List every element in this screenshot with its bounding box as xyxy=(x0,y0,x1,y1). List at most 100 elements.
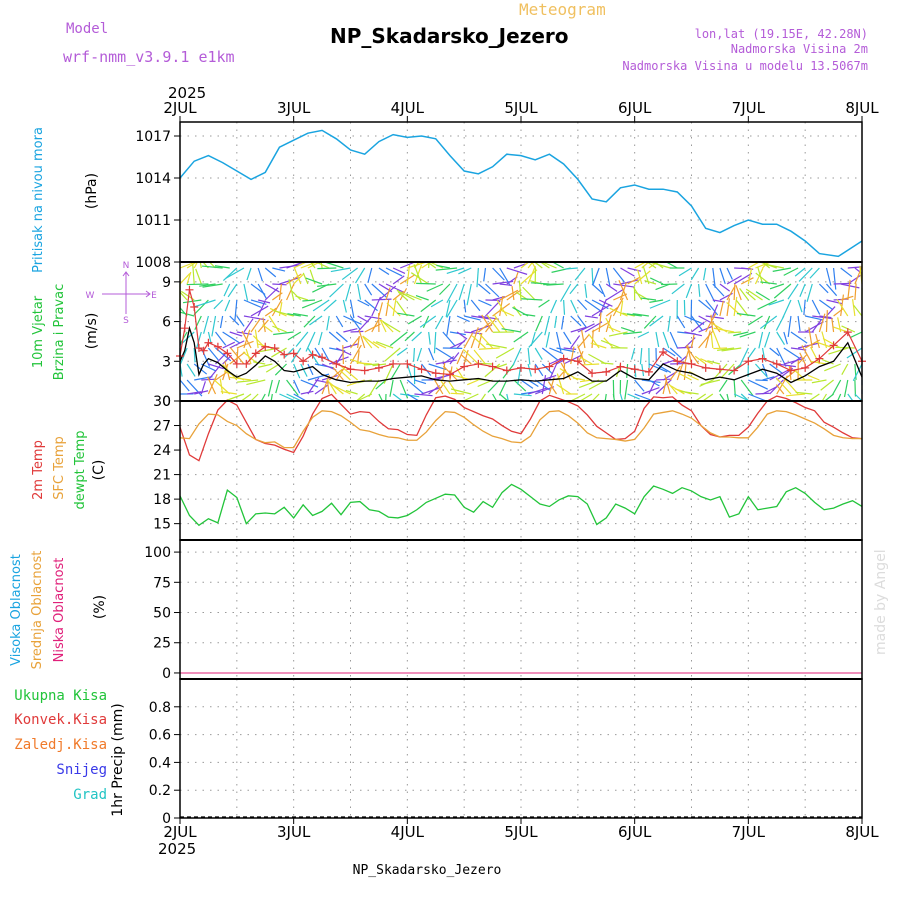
wind-gust-marker xyxy=(474,359,483,368)
temp-ytick-label: 21 xyxy=(153,468,171,484)
wind-arrow xyxy=(570,335,581,349)
wind-arrow xyxy=(225,267,245,279)
wind-arrow xyxy=(560,362,572,381)
wind-arrow xyxy=(758,331,764,349)
wind-gust-marker xyxy=(299,357,308,366)
wind-arrow xyxy=(309,315,323,326)
wind-arrow xyxy=(222,341,236,349)
wind-arrow xyxy=(808,327,813,349)
wind-arrow xyxy=(669,347,683,359)
wind-arrow xyxy=(805,315,824,321)
wind-gust-marker xyxy=(270,344,279,353)
wind-arrow xyxy=(710,333,714,349)
wind-arrow xyxy=(698,299,711,311)
wind-arrow xyxy=(620,267,635,277)
wind-arrow xyxy=(199,283,216,287)
wind-gust-marker xyxy=(843,328,852,337)
wind-arrow xyxy=(243,283,249,301)
wind-arrow xyxy=(501,328,522,333)
wind-arrow xyxy=(186,271,192,285)
wind-arrow xyxy=(785,393,806,397)
wind-arrow xyxy=(641,363,645,377)
wind-arrow xyxy=(396,347,408,356)
wind-arrow xyxy=(810,360,827,365)
wind-arrow xyxy=(307,363,314,376)
wind-arrow xyxy=(426,283,444,292)
wind-arrow xyxy=(430,299,444,308)
wind-arrow xyxy=(812,315,833,320)
wind-arrow xyxy=(362,335,373,349)
wind-arrow xyxy=(570,315,582,327)
wind-arrow xyxy=(661,283,678,286)
wind-arrow xyxy=(623,331,642,335)
wind-arrow xyxy=(362,335,380,349)
wind-arrow xyxy=(300,390,314,395)
wind-arrow xyxy=(512,347,522,366)
wind-arrow xyxy=(757,266,764,285)
wind-arrow xyxy=(773,283,792,299)
wind-arrow xyxy=(639,347,643,365)
wind-arrow xyxy=(705,330,711,349)
wind-arrow xyxy=(406,379,424,395)
wind-arrow xyxy=(605,288,624,301)
wind-arrow xyxy=(569,283,579,295)
wind-arrow xyxy=(520,269,538,285)
wind-arrow xyxy=(379,319,387,333)
wind-arrow xyxy=(498,379,508,396)
wind-arrow xyxy=(768,299,785,306)
wind-arrow xyxy=(301,299,323,309)
wind-arrow xyxy=(783,267,799,276)
wind-arrow xyxy=(293,379,301,394)
wind-arrow xyxy=(810,346,820,365)
wind-gust-marker xyxy=(180,324,189,333)
wind-arrow xyxy=(223,283,231,297)
wind-arrow xyxy=(808,393,820,402)
wind-arrow xyxy=(375,379,387,390)
wind-arrow xyxy=(213,379,231,395)
wind-arrow xyxy=(649,299,664,303)
wind-arrow xyxy=(262,324,273,333)
wind-arrow xyxy=(433,331,437,354)
wind-arrow xyxy=(382,321,401,333)
wind-arrow xyxy=(385,287,391,301)
xtick-label-top: 3JUL xyxy=(277,99,311,117)
wind-arrow xyxy=(712,283,725,297)
wind-arrow xyxy=(279,393,296,402)
wind-arrow xyxy=(713,327,735,333)
prec-label-grad: Grad xyxy=(73,787,107,803)
wind-arrow xyxy=(357,316,373,333)
wind-arrow xyxy=(326,379,330,395)
xtick-label-top: 2JUL xyxy=(163,99,197,117)
wind-arrow xyxy=(818,283,829,294)
wind-arrow xyxy=(783,377,799,395)
wind-arrow xyxy=(480,393,486,402)
wind-arrow xyxy=(548,361,558,381)
wind-gust-marker xyxy=(616,362,625,371)
wind-gust-marker xyxy=(602,367,611,376)
wind-arrow xyxy=(456,331,468,340)
wind-arrow xyxy=(305,331,316,352)
wind-arrow xyxy=(700,358,714,365)
wind-arrow xyxy=(343,328,358,333)
wind-arrow xyxy=(350,330,364,333)
wind-arrow xyxy=(798,267,813,282)
wind-arrow xyxy=(406,363,413,379)
wind-arrow xyxy=(492,267,505,281)
wind-arrow xyxy=(485,343,507,349)
wind-arrow xyxy=(317,267,337,270)
wind-arrow xyxy=(612,267,625,283)
wind-arrow xyxy=(825,267,832,286)
wind-arrow xyxy=(797,315,801,332)
wind-arrow xyxy=(478,333,494,349)
watermark: made by Angel xyxy=(873,549,889,655)
wind-gust-marker xyxy=(644,367,653,376)
compass-n: N xyxy=(123,261,130,271)
wind-arrow xyxy=(705,299,719,316)
wind-arrow xyxy=(208,363,224,370)
wind-arrow xyxy=(685,345,700,365)
wind-unit: (m/s) xyxy=(84,313,100,350)
wind-arrow xyxy=(712,267,716,288)
wind-arrow xyxy=(788,366,792,381)
wind-arrow xyxy=(471,335,486,349)
wind-arrow xyxy=(636,269,643,285)
